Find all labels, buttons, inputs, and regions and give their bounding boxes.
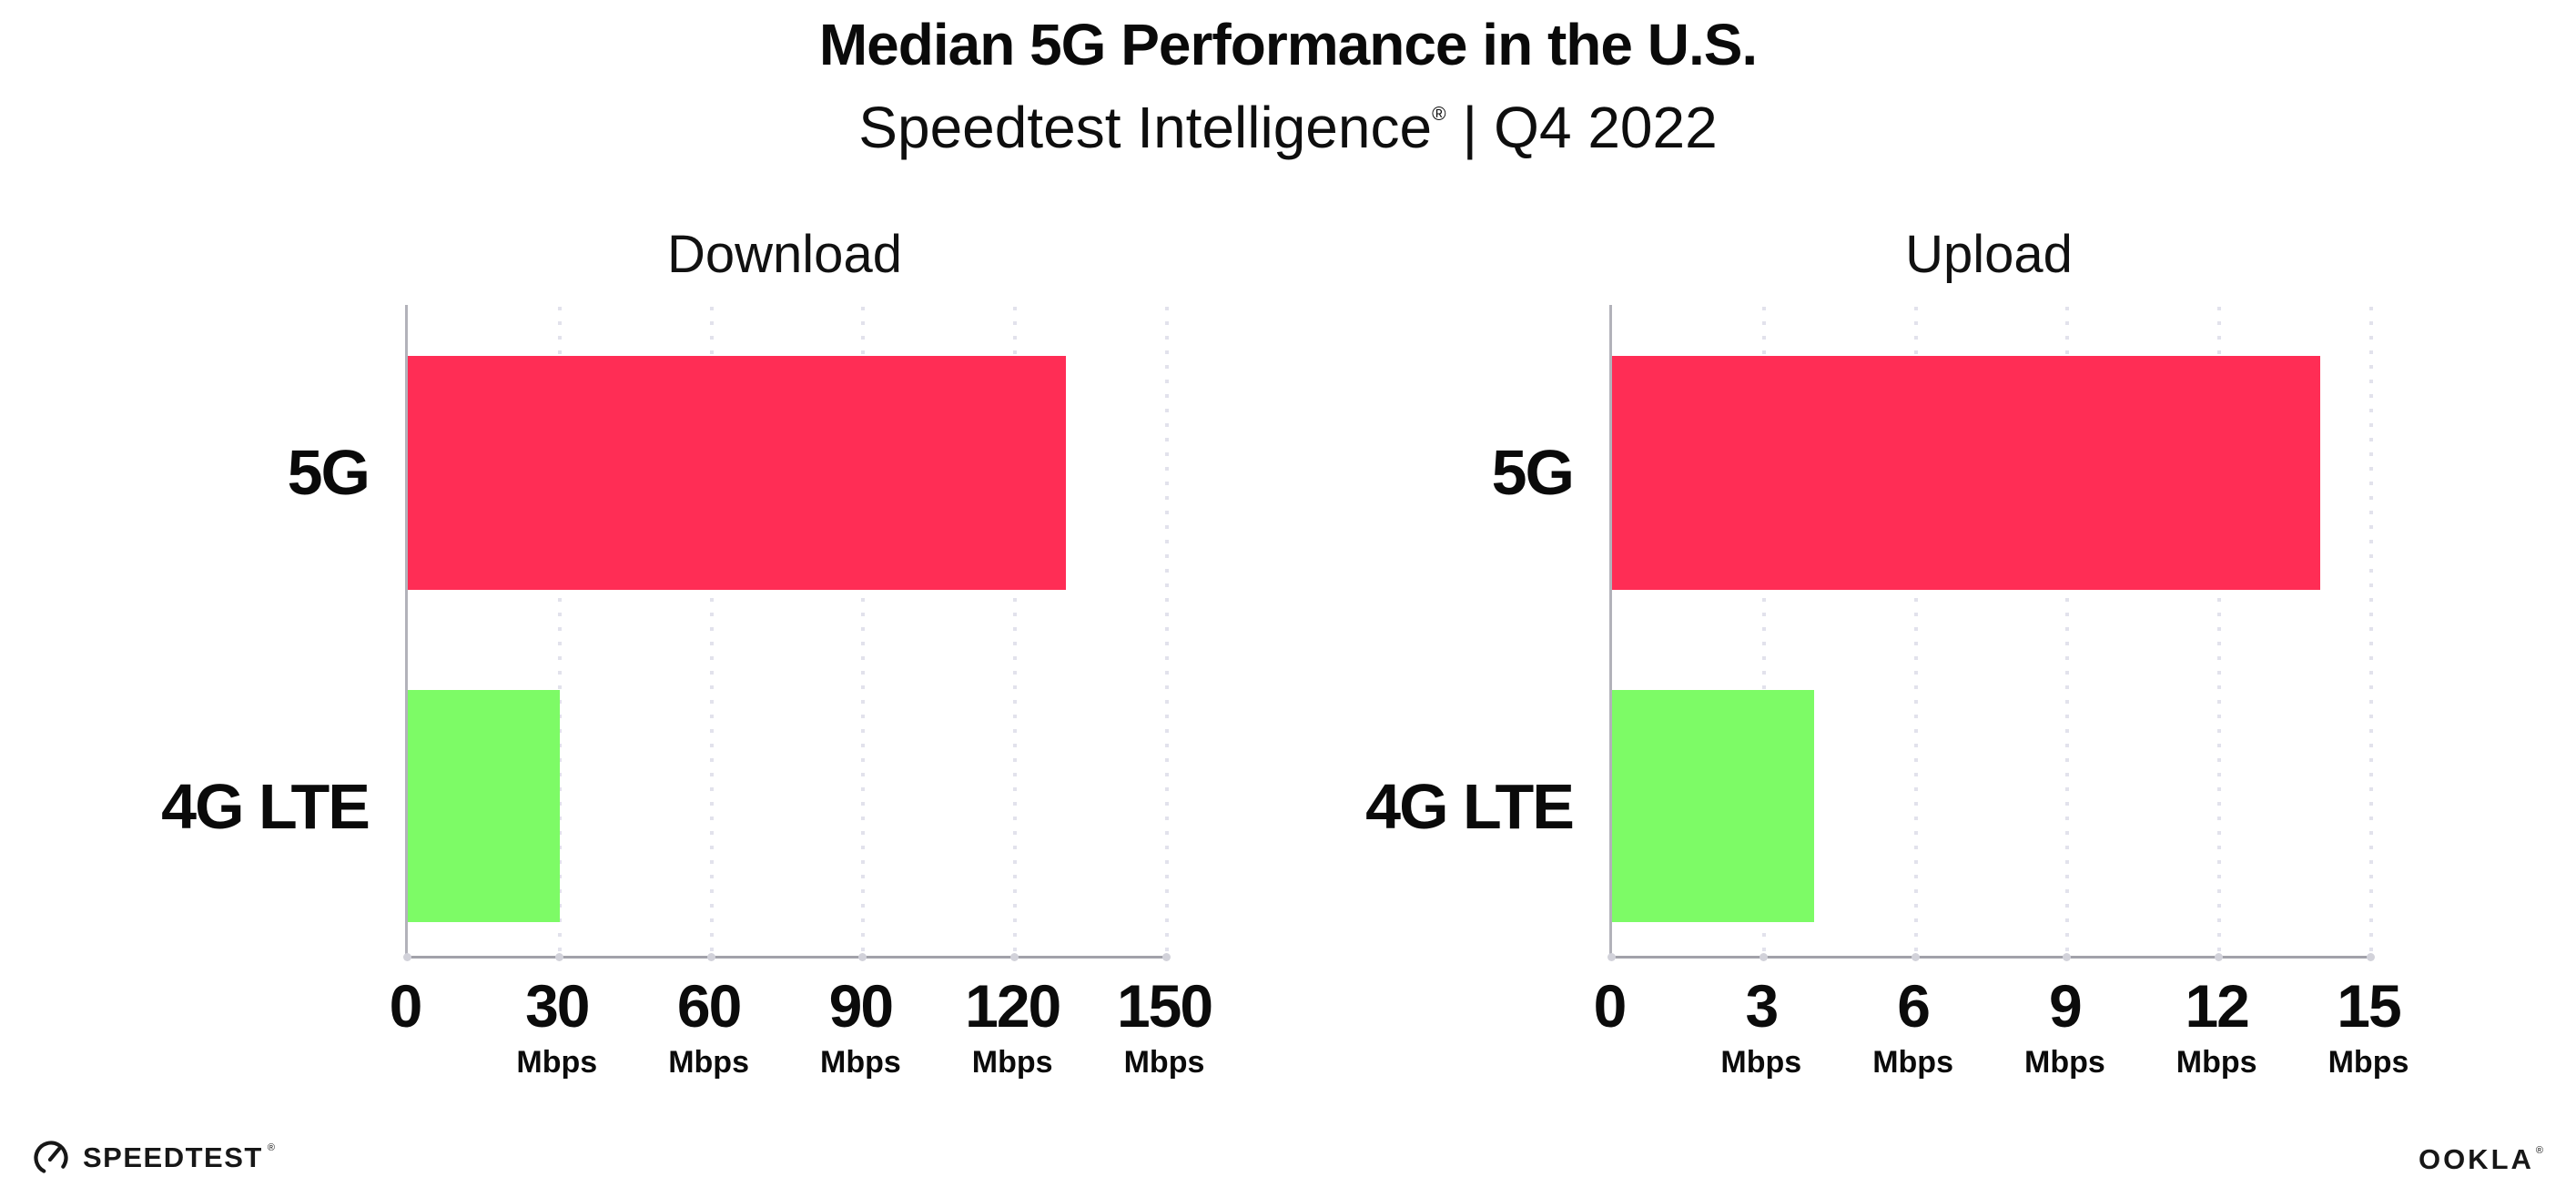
x-tick-9: 9 Mbps (2024, 976, 2105, 1078)
axis-tick-dot (1162, 953, 1171, 961)
x-tick-unit: Mbps (516, 1045, 598, 1080)
x-tick-unit: Mbps (971, 1045, 1053, 1080)
x-tick-unit: Mbps (1123, 1045, 1205, 1080)
axis-tick-dot (706, 953, 715, 961)
x-tick-unit: Mbps (2328, 1045, 2409, 1080)
x-tick-value: 6 (1897, 972, 1931, 1040)
gridline-60 (709, 307, 714, 954)
x-tick-unit: Mbps (820, 1045, 901, 1080)
gridline-120 (1013, 307, 1018, 954)
ookla-trademark: ® (2535, 1144, 2543, 1156)
x-tick-value: 60 (676, 972, 742, 1040)
x-tick-6: 6 Mbps (1872, 976, 1953, 1078)
page-title: Median 5G Performance in the U.S. (818, 12, 1758, 77)
category-label-5g: 5G (1491, 437, 1575, 509)
x-axis-ticks-upload: 0 3 Mbps 6 Mbps 9 Mbps 12 Mbps 15 Mbps (1594, 976, 2409, 1112)
plot-area-upload (1607, 305, 2375, 961)
x-tick-value: 3 (1745, 972, 1779, 1040)
gridline-12 (2217, 307, 2222, 954)
gridline-9 (2065, 307, 2070, 954)
axis-tick-dot (2063, 953, 2072, 961)
plot-area-download (403, 305, 1171, 961)
chart-title-upload: Upload (1905, 225, 2073, 284)
x-tick-value: 30 (525, 972, 590, 1040)
page-subtitle: Speedtest Intelligence® | Q4 2022 (0, 95, 2576, 162)
x-tick-120: 120 Mbps (965, 972, 1061, 1080)
gridline-150 (1165, 307, 1169, 954)
chart-upload: Upload 5G 4G LTE 0 3 Mbps 6 Mbps 9 Mbps 12 Mbps 15… (1354, 225, 2409, 1129)
x-tick-15: 15 Mbps (2328, 976, 2409, 1078)
x-tick-0: 0 (1593, 972, 1628, 1040)
speedtest-logo: SPEEDTEST ® (31, 1137, 275, 1177)
x-tick-unit: Mbps (1872, 1045, 1953, 1080)
gridline-90 (861, 307, 866, 954)
ookla-logo: OOKLA ® (2418, 1143, 2543, 1175)
x-tick-3: 3 Mbps (1720, 976, 1801, 1078)
axis-tick-dot (1759, 953, 1768, 961)
x-tick-unit: Mbps (2024, 1045, 2105, 1080)
x-tick-150: 150 Mbps (1116, 972, 1213, 1080)
x-tick-value: 15 (2337, 972, 2401, 1040)
bar-4g-lte-upload (1612, 690, 1815, 922)
axis-tick-dot (2215, 953, 2224, 961)
subtitle-period: Q4 2022 (1494, 95, 1718, 160)
axis-tick-dot (1010, 953, 1019, 961)
speedtest-wordmark: SPEEDTEST (83, 1141, 263, 1173)
axis-tick-dot (1911, 953, 1920, 961)
x-tick-unit: Mbps (1720, 1045, 1802, 1080)
category-label-5g: 5G (287, 437, 370, 509)
gridline-6 (1913, 307, 1918, 954)
category-labels: 5G 4G LTE (150, 305, 370, 956)
registered-trademark-icon: ® (1432, 104, 1446, 125)
x-tick-unit: Mbps (2175, 1045, 2257, 1080)
gridline-30 (557, 307, 562, 954)
axis-tick-dot (2367, 953, 2375, 961)
x-tick-60: 60 Mbps (668, 976, 749, 1078)
category-labels: 5G 4G LTE (1354, 305, 1575, 956)
x-tick-12: 12 Mbps (2176, 976, 2257, 1078)
speedtest-gauge-icon (31, 1137, 71, 1177)
axis-tick-dot (1607, 953, 1616, 961)
subtitle-separator: | (1462, 95, 1478, 160)
x-tick-unit: Mbps (668, 1045, 749, 1080)
category-label-4g-lte: 4G LTE (1365, 770, 1575, 842)
speedtest-trademark: ® (267, 1142, 275, 1153)
x-tick-0: 0 (389, 972, 423, 1040)
chart-title-download: Download (667, 225, 902, 284)
x-axis-ticks-download: 0 30 Mbps 60 Mbps 90 Mbps 120 Mbps 150 Mbps (390, 972, 1213, 1112)
x-tick-30: 30 Mbps (516, 976, 597, 1078)
bar-5g-upload (1612, 355, 2321, 591)
bar-5g-download (408, 355, 1066, 591)
x-tick-value: 12 (2185, 972, 2249, 1040)
gridline-15 (2369, 307, 2373, 954)
bar-4g-lte-download (408, 690, 560, 922)
gridline-3 (1761, 307, 1766, 954)
ookla-wordmark: OOKLA (2418, 1143, 2534, 1175)
category-label-4g-lte: 4G LTE (161, 770, 370, 842)
axis-tick-dot (554, 953, 563, 961)
axis-tick-dot (403, 953, 411, 961)
x-tick-value: 150 (1116, 972, 1213, 1040)
axis-tick-dot (858, 953, 867, 961)
x-tick-90: 90 Mbps (820, 976, 901, 1078)
x-tick-value: 90 (828, 972, 894, 1040)
x-tick-value: 9 (2049, 972, 2083, 1040)
chart-download: Download 5G 4G LTE 0 30 Mbps 60 Mbps 90 Mbps 120… (150, 225, 1213, 1129)
subtitle-brand: Speedtest Intelligence (858, 95, 1433, 160)
x-tick-value: 0 (1593, 972, 1628, 1040)
x-tick-value: 120 (965, 972, 1061, 1040)
x-tick-value: 0 (389, 972, 423, 1040)
